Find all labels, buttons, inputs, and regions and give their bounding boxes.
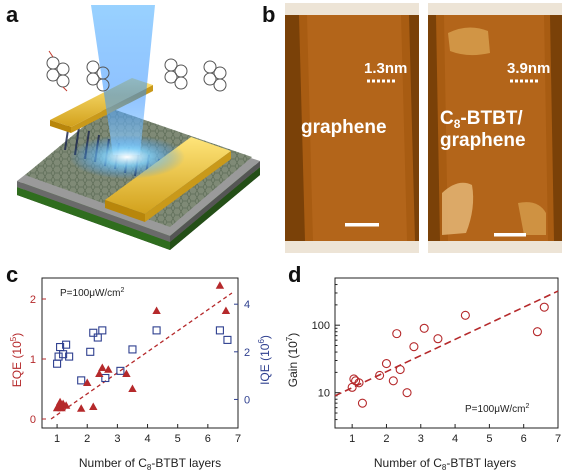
chart-c-xlabel: Number of C8-BTBT layers <box>79 456 221 470</box>
chart-c-eqe-point <box>89 402 98 410</box>
chart-c-eqe-point <box>77 404 86 412</box>
panel-letter-c: c <box>6 262 19 287</box>
chart-c-ylabel-right: IQE (106) <box>257 335 272 385</box>
chart-d-gain-point <box>349 374 359 384</box>
chart-c-frame <box>41 277 239 429</box>
scale-bar-right <box>494 233 526 237</box>
device-schematic <box>17 5 260 250</box>
chart-c-eqe-point <box>95 369 104 377</box>
chart-d-gain-point <box>375 370 385 381</box>
chart-eqe-iqe: 1 2 3 4 5 6 7 0 1 2 0 2 4 P=100μW/cm2 Number of C8-B… <box>9 277 272 470</box>
panel-letter-a: a <box>6 2 19 27</box>
chart-c-yleft-tick-label: 0 <box>30 414 36 426</box>
chart-d-gain-point <box>402 388 412 398</box>
chart-d-gain-point <box>357 398 367 408</box>
afm-label-graphene: graphene <box>301 117 387 138</box>
chart-c-iqe-point <box>128 345 137 354</box>
chart-gain: 1 2 3 4 5 6 7 10 100 P=100μW/cm2 Number of C8-BT… <box>285 277 561 470</box>
chart-d-ytick-label: 100 <box>312 320 330 332</box>
chart-d-gain-point <box>532 327 542 337</box>
chart-c-xtick-label: 7 <box>235 433 241 445</box>
panel-letter-d: d <box>288 262 302 287</box>
afm-scale-left: 1.3nm <box>364 60 407 77</box>
chart-d-gain-point <box>409 342 419 352</box>
chart-c-annotation: P=100μW/cm2 <box>60 287 125 299</box>
chart-d-gain-point <box>460 310 470 320</box>
chart-c-xtick-label: 2 <box>84 433 90 445</box>
chart-c-iqe-point <box>116 366 125 375</box>
chart-c-xtick-label: 1 <box>54 433 60 445</box>
chart-c-eqe-point <box>61 401 71 409</box>
chart-c-eqe-point <box>98 363 107 371</box>
chart-d-xtick-label: 5 <box>486 433 492 445</box>
chart-c-xtick-label: 3 <box>114 433 120 445</box>
chart-c-eqe-point <box>221 306 231 314</box>
chart-d-gain-point <box>381 359 392 369</box>
chart-c-eqe-point <box>83 378 92 386</box>
chart-c-ylabel-left: EQE (105) <box>9 333 24 387</box>
chart-d-ytick-label: 10 <box>318 388 330 400</box>
chart-c-fit-line <box>50 292 233 420</box>
chart-c-yleft-tick-label: 1 <box>30 354 36 366</box>
chart-c-iqe-point <box>152 326 161 335</box>
chart-c-iqe-point <box>53 359 62 368</box>
chart-c-eqe-point <box>128 384 137 392</box>
chart-d-gain-point <box>392 329 402 339</box>
panel-letter-b: b <box>262 2 276 27</box>
chart-d-xtick-label: 4 <box>452 433 458 445</box>
chart-c-iqe-point <box>98 326 107 335</box>
chart-d-gain-point <box>395 365 405 375</box>
afm-label-btbt-line1: C8-BTBT/ <box>440 108 523 131</box>
chart-c-eqe-point <box>152 306 161 314</box>
afm-label-btbt-line2: graphene <box>440 130 526 151</box>
chart-d-xtick-label: 6 <box>521 433 527 445</box>
chart-c-iqe-point <box>86 347 95 356</box>
chart-d-xtick-label: 1 <box>349 433 355 445</box>
chart-c-iqe-point <box>62 340 71 349</box>
chart-c-xtick-label: 4 <box>144 433 150 445</box>
chart-c-yright-tick-label: 0 <box>244 394 250 406</box>
chart-d-gain-point <box>433 334 443 344</box>
light-beam <box>91 5 155 155</box>
chart-c-eqe-point <box>57 403 66 412</box>
chart-d-annotation: P=100μW/cm2 <box>465 403 530 415</box>
chart-d-frame <box>334 277 559 429</box>
chart-c-iqe-point <box>54 352 63 361</box>
chart-c-iqe-point <box>93 333 102 342</box>
afm-images: 1.3nm graphene 3.9nm C8-BTBT/ graphene <box>285 3 562 253</box>
chart-c-iqe-point <box>215 326 224 335</box>
chart-c-yright-tick-label: 2 <box>244 347 250 359</box>
afm-scale-right: 3.9nm <box>507 60 550 77</box>
chart-d-xlabel: Number of C8-BTBT layers <box>374 456 516 470</box>
chart-c-xtick-label: 5 <box>175 433 181 445</box>
chart-d-gain-point <box>419 323 429 333</box>
chart-d-gain-point <box>354 378 364 388</box>
chart-d-ylabel: Gain (107) <box>285 333 300 387</box>
chart-c-xtick-label: 6 <box>205 433 211 445</box>
molecule-icons <box>46 50 227 92</box>
chart-c-eqe-point <box>215 281 225 289</box>
scale-bar-left <box>345 223 379 227</box>
chart-c-iqe-point <box>77 376 86 385</box>
chart-c-iqe-point <box>223 335 232 344</box>
chart-c-iqe-point <box>89 328 98 337</box>
chart-d-gain-point <box>539 302 549 312</box>
chart-c-yleft-tick-label: 2 <box>30 294 36 306</box>
chart-c-iqe-point <box>59 350 68 359</box>
afm-image-graphene: 1.3nm graphene <box>285 3 419 253</box>
chart-c-iqe-point <box>65 352 74 361</box>
chart-c-eqe-point <box>104 365 113 373</box>
chart-d-xtick-label: 3 <box>418 433 424 445</box>
chart-d-gain-point <box>388 376 398 386</box>
chart-c-iqe-point <box>101 373 110 383</box>
chart-d-xtick-label: 7 <box>555 433 561 445</box>
chart-c-eqe-point <box>122 369 131 377</box>
electrode-front <box>105 137 231 214</box>
chart-d-fit-line <box>334 290 559 397</box>
chart-d-xtick-label: 2 <box>383 433 389 445</box>
chart-c-yright-tick-label: 4 <box>244 299 250 311</box>
afm-image-btbt: 3.9nm C8-BTBT/ graphene <box>428 3 562 253</box>
